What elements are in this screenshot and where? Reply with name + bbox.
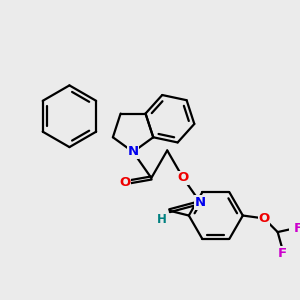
Text: O: O xyxy=(119,176,130,189)
Text: O: O xyxy=(178,172,189,184)
Text: H: H xyxy=(157,213,167,226)
Text: F: F xyxy=(293,222,300,235)
Text: N: N xyxy=(128,146,139,158)
Text: O: O xyxy=(258,212,270,225)
Text: N: N xyxy=(195,196,206,209)
Text: F: F xyxy=(278,247,287,260)
